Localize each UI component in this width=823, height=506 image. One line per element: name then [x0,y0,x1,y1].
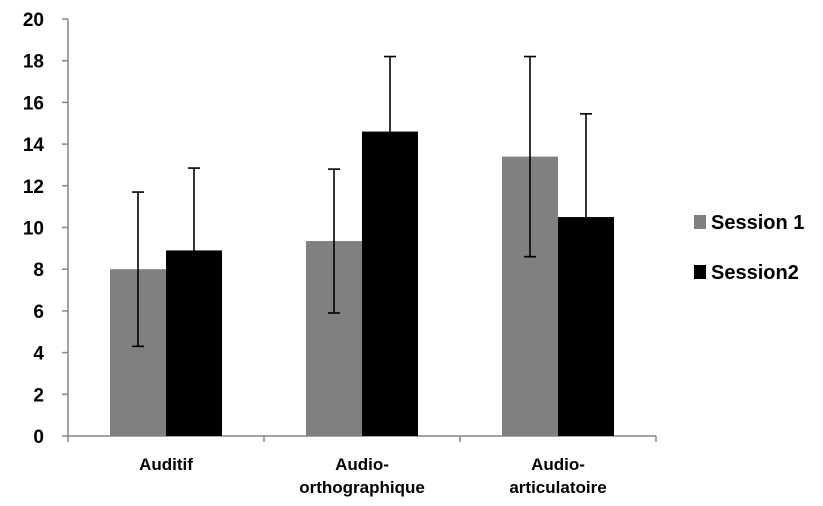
legend-swatch-1 [694,215,706,229]
legend-label-1: Session 1 [711,212,804,234]
y-tick-label: 20 [23,10,44,31]
y-tick-label: 18 [23,52,44,73]
y-tick-label: 2 [33,385,44,406]
legend-swatch-2 [694,265,706,279]
y-tick-label: 0 [33,427,44,448]
y-tick-label: 8 [33,260,44,281]
y-tick-label: 4 [33,344,44,365]
x-tick-label-2: Audio-orthographique [299,455,425,497]
legend-label-2: Session2 [711,262,799,284]
y-tick-label: 6 [33,302,44,323]
y-tick-label: 14 [23,135,45,156]
legend: Session 1 Session2 [694,212,804,284]
y-tick-label: 10 [23,219,44,240]
y-tick-label: 12 [23,177,44,198]
y-tick-label: 16 [23,93,44,114]
x-tick-label-1: Auditif [139,455,193,474]
x-tick-label-3: Audio-articulatoire [509,455,606,497]
